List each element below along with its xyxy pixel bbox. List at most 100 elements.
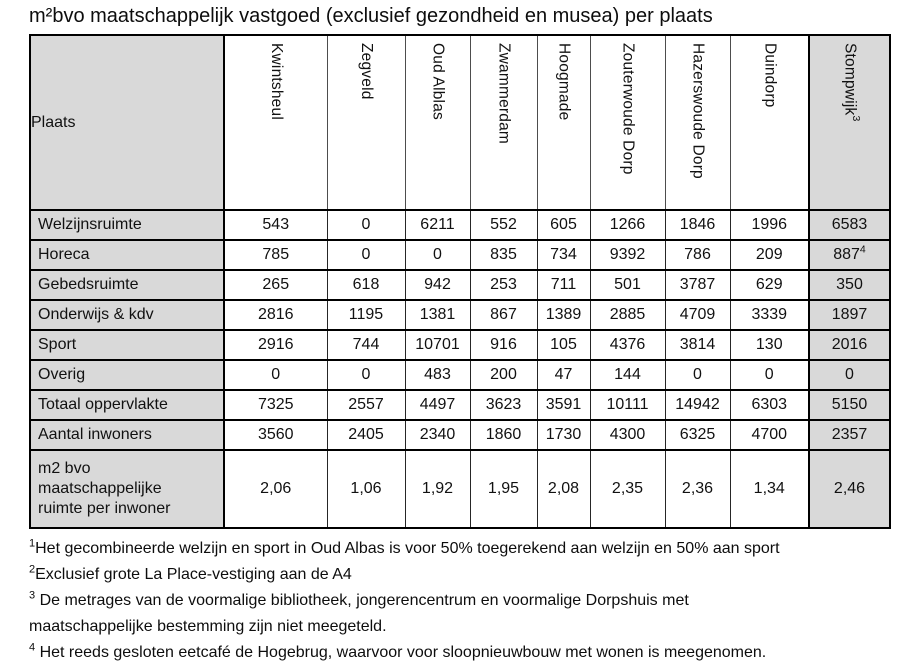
value-cell: 1,95 xyxy=(469,449,538,529)
value-text: 1897 xyxy=(831,306,868,323)
value-text: 1381 xyxy=(419,306,456,323)
value-text: 1195 xyxy=(348,306,384,323)
footnote-line: 3 De metrages van de voormalige biblioth… xyxy=(29,588,918,614)
footnote-text: Exclusief grote La Place-vestiging aan d… xyxy=(35,566,352,583)
value-text: 6325 xyxy=(679,426,716,443)
value-text: 2816 xyxy=(257,306,294,323)
value-text: 10111 xyxy=(606,396,649,413)
row-label-totaal-oppervlakte: Totaal oppervlakte xyxy=(29,389,225,421)
table-row: m2 bvo maatschappelijke ruimte per inwon… xyxy=(29,449,891,529)
value-text: 0 xyxy=(433,246,442,263)
value-text: 14942 xyxy=(675,396,720,413)
value-cell: 47 xyxy=(536,359,591,391)
value-cell: 4700 xyxy=(729,419,810,451)
value-cell: 1,34 xyxy=(729,449,810,529)
value-cell: 1860 xyxy=(469,419,538,451)
value-cell: 552 xyxy=(469,209,538,241)
value-cell: 2557 xyxy=(326,389,406,421)
table-row: Onderwijs & kdv 2816 1195 1381 867 1389 2885 47… xyxy=(29,299,891,331)
value-text: 501 xyxy=(614,276,641,293)
column-header-oud-alblas: Oud Alblas xyxy=(404,34,471,211)
table-row: Aantal inwoners 3560 2405 2340 1860 1730 4300 6… xyxy=(29,419,891,451)
value-cell: 6303 xyxy=(729,389,810,421)
value-cell: 3339 xyxy=(729,299,810,331)
column-header-kwintsheul: Kwintsheul xyxy=(223,34,328,211)
value-cell: 1266 xyxy=(589,209,666,241)
value-text: 734 xyxy=(550,246,577,263)
row-label-text: Overig xyxy=(38,366,86,383)
value-text: 2885 xyxy=(609,306,646,323)
value-text: 835 xyxy=(490,246,517,263)
value-text: 543 xyxy=(262,216,290,233)
value-cell: 2,36 xyxy=(664,449,731,529)
value-cell: 2340 xyxy=(404,419,471,451)
column-header-text: Hoogmade xyxy=(555,43,573,121)
table-row: Totaal oppervlakte 7325 2557 4497 3623 3591 10… xyxy=(29,389,891,421)
value-text: 629 xyxy=(755,276,783,293)
value-text: 1,34 xyxy=(753,480,785,497)
value-text: 1846 xyxy=(679,216,716,233)
value-text: 2,35 xyxy=(611,480,644,497)
value-text: 6303 xyxy=(751,396,788,413)
value-text: 2357 xyxy=(831,426,868,443)
value-text: 0 xyxy=(361,216,371,233)
column-header-text: Zouterwoude Dorp xyxy=(619,43,637,175)
value-text: 916 xyxy=(490,336,517,353)
column-header-label: Zouterwoude Dorp xyxy=(619,43,637,175)
value-cell: 144 xyxy=(589,359,666,391)
column-header-label: Stompwijk3 xyxy=(841,43,862,121)
value-cell: 1389 xyxy=(536,299,591,331)
value-cell: 711 xyxy=(536,269,591,301)
value-cell: 2405 xyxy=(326,419,406,451)
row-label-welzijnsruimte: Welzijnsruimte xyxy=(29,209,225,241)
row-label-text: Horeca xyxy=(38,246,90,263)
value-text: 7325 xyxy=(257,396,294,413)
value-text: 6211 xyxy=(420,216,455,233)
value-cell: 130 xyxy=(729,329,810,361)
value-text: 1,92 xyxy=(421,480,454,497)
value-cell: 4709 xyxy=(664,299,731,331)
value-cell: 942 xyxy=(404,269,471,301)
column-header-label: Hoogmade xyxy=(555,43,573,121)
footnote-text: Het gecombineerde welzijn en sport in Ou… xyxy=(35,540,780,557)
value-cell: 501 xyxy=(589,269,666,301)
column-header-text: Stompwijk xyxy=(841,43,859,116)
value-cell: 350 xyxy=(808,269,891,301)
value-cell: 0 xyxy=(326,239,406,271)
value-text: 6583 xyxy=(831,216,868,233)
column-header-label: Oud Alblas xyxy=(429,43,447,120)
value-text: 0 xyxy=(271,366,281,383)
value-cell: 744 xyxy=(326,329,406,361)
column-header-label: Hazerswoude Dorp xyxy=(689,43,707,179)
value-cell: 3787 xyxy=(664,269,731,301)
column-header-hazerswoude-dorp: Hazerswoude Dorp xyxy=(664,34,731,211)
value-text: 618 xyxy=(352,276,380,293)
row-label-gebedsruimte: Gebedsruimte xyxy=(29,269,225,301)
value-text: 483 xyxy=(424,366,451,383)
value-text: 0 xyxy=(693,366,702,383)
value-cell: 10111 xyxy=(589,389,666,421)
footnotes: 1Het gecombineerde welzijn en sport in O… xyxy=(29,536,918,664)
column-header-text: Hazerswoude Dorp xyxy=(689,43,707,179)
value-text: 867 xyxy=(490,306,517,323)
row-label-text: Sport xyxy=(38,336,77,353)
footnote-line: maatschappelijke bestemming zijn niet me… xyxy=(29,614,918,640)
value-cell: 1381 xyxy=(404,299,471,331)
column-header-text: Duindorp xyxy=(761,43,779,108)
value-text: 711 xyxy=(550,276,577,293)
column-header-zegveld: Zegveld xyxy=(326,34,406,211)
value-text: 1266 xyxy=(609,216,646,233)
value-cell: 483 xyxy=(404,359,471,391)
value-cell: 1,06 xyxy=(326,449,406,529)
row-label-aantal-inwoners: Aantal inwoners xyxy=(29,419,225,451)
value-text: 0 xyxy=(361,246,371,263)
value-cell: 209 xyxy=(729,239,810,271)
value-text: 209 xyxy=(755,246,783,263)
value-cell: 0 xyxy=(326,359,406,391)
value-cell: 605 xyxy=(536,209,591,241)
value-text: 253 xyxy=(490,276,517,293)
value-cell: 9392 xyxy=(589,239,666,271)
table-row: Gebedsruimte 265 618 942 253 711 501 3787 629 350 xyxy=(29,269,891,301)
value-text: 2916 xyxy=(257,336,294,353)
